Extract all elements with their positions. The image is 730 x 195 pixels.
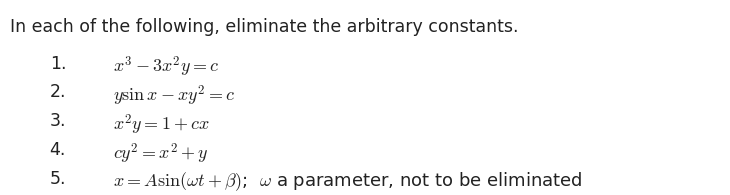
Text: $x = A\sin(\omega t + \beta)$;  $\omega$ a parameter, not to be eliminated: $x = A\sin(\omega t + \beta)$; $\omega$ … — [113, 170, 583, 193]
Text: $y\sin x - xy^2 = c$: $y\sin x - xy^2 = c$ — [113, 83, 235, 108]
Text: 2.: 2. — [50, 83, 66, 101]
Text: In each of the following, eliminate the arbitrary constants.: In each of the following, eliminate the … — [10, 18, 519, 35]
Text: 4.: 4. — [50, 141, 66, 159]
Text: $x^2y = 1 + cx$: $x^2y = 1 + cx$ — [113, 112, 210, 137]
Text: $cy^2 = x^2 + y$: $cy^2 = x^2 + y$ — [113, 141, 209, 166]
Text: 5.: 5. — [50, 170, 66, 188]
Text: 1.: 1. — [50, 55, 66, 73]
Text: $x^3 - 3x^2y = c$: $x^3 - 3x^2y = c$ — [113, 55, 220, 79]
Text: 3.: 3. — [50, 112, 66, 130]
